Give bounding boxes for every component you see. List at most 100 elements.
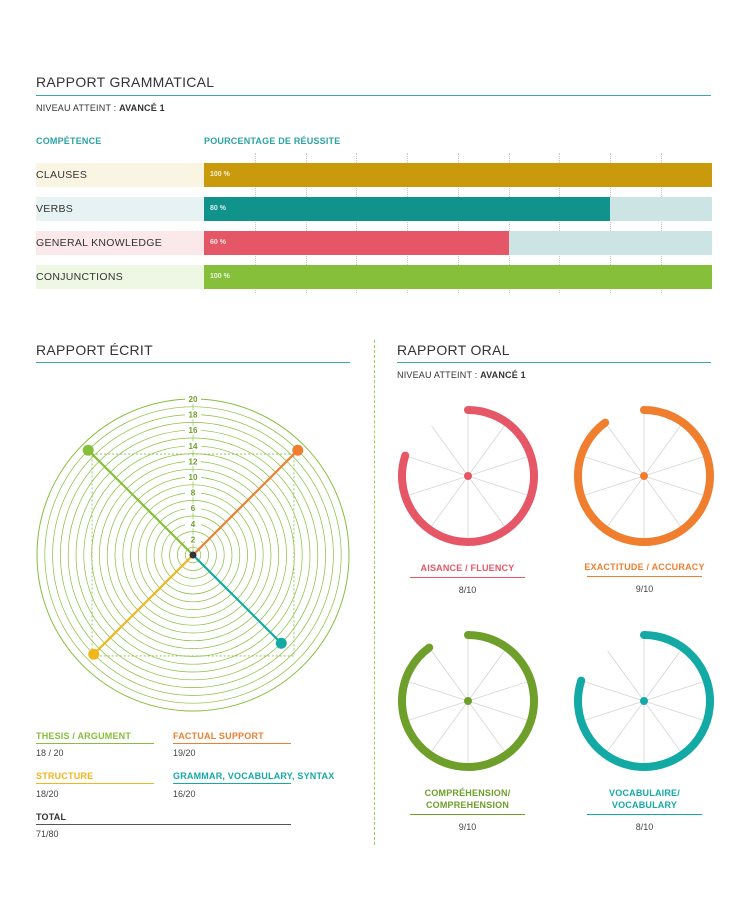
vocabulary-label-line2: VOCABULARY bbox=[611, 800, 678, 810]
ring-center-dot bbox=[640, 472, 648, 480]
radar-tick-bg bbox=[185, 441, 201, 451]
ring-spoke bbox=[431, 700, 469, 752]
column-separator bbox=[374, 340, 375, 845]
legend-grammar-score: 16/20 bbox=[173, 789, 196, 799]
comprehension-label-line1: COMPRÉHENSION/ bbox=[424, 788, 511, 798]
bar-track: 80 % bbox=[204, 197, 712, 221]
ring-spoke bbox=[408, 700, 469, 721]
grammar-level-value: AVANCÉ 1 bbox=[119, 103, 165, 113]
fluency-label: AISANCE / FLUENCY bbox=[400, 562, 535, 574]
radar-tick-label: 4 bbox=[191, 520, 196, 529]
grid-line bbox=[559, 153, 560, 293]
ring-spoke bbox=[467, 456, 528, 477]
bar-fill bbox=[204, 197, 611, 221]
ring-spoke bbox=[607, 700, 645, 752]
fluency-score: 8/10 bbox=[458, 585, 477, 595]
bar-percent-label: 100 % bbox=[210, 171, 230, 178]
radar-tick-label: 12 bbox=[189, 457, 198, 466]
legend-structure-line bbox=[36, 783, 154, 784]
legend-thesis-label: THESIS / ARGUMENT bbox=[36, 731, 132, 741]
accuracy-ring-chart bbox=[574, 406, 714, 546]
ring-spoke bbox=[643, 456, 704, 477]
ring-spoke bbox=[643, 700, 681, 752]
radar-spoke-dot bbox=[82, 444, 94, 456]
ring-score-arc bbox=[398, 631, 538, 771]
radar-spoke-dot bbox=[88, 648, 100, 660]
ring-spoke bbox=[584, 681, 645, 702]
fluency-label-line1: AISANCE / FLUENCY bbox=[420, 563, 515, 573]
written-report-title: RAPPORT ÉCRIT bbox=[36, 342, 153, 358]
accuracy-label: EXACTITUDE / ACCURACY bbox=[572, 561, 717, 573]
grid-line bbox=[458, 153, 459, 293]
ring-spoke bbox=[607, 475, 645, 527]
ring-spoke bbox=[643, 475, 681, 527]
ring-spoke bbox=[431, 425, 469, 477]
comprehension-label-line2: COMPREHENSION bbox=[425, 800, 510, 810]
column-header-percentage: POURCENTAGE DE RÉUSSITE bbox=[204, 136, 341, 146]
vocabulary-label: VOCABULAIRE/ VOCABULARY bbox=[572, 787, 717, 811]
radar-tick-bg bbox=[185, 534, 201, 544]
radar-spoke bbox=[92, 554, 194, 656]
legend-factual-line bbox=[173, 743, 291, 744]
radar-tick-label: 2 bbox=[191, 535, 196, 544]
row-label: GENERAL KNOWLEDGE bbox=[36, 231, 204, 255]
row-label: VERBS bbox=[36, 197, 204, 221]
radar-spokes bbox=[82, 444, 304, 660]
grid-line bbox=[356, 153, 357, 293]
row-label: CONJUNCTIONS bbox=[36, 265, 204, 289]
vocabulary-label-line1: VOCABULAIRE/ bbox=[609, 788, 680, 798]
radar-tick-bg bbox=[185, 456, 201, 466]
legend-grammar-label: GRAMMAR, VOCABULARY, SYNTAX bbox=[173, 771, 335, 781]
radar-tick-label: 18 bbox=[189, 411, 198, 420]
grid-line bbox=[509, 153, 510, 293]
bar-track: 100 % bbox=[204, 265, 712, 289]
radar-tick-bg bbox=[185, 394, 201, 404]
legend-structure-score: 18/20 bbox=[36, 789, 59, 799]
radar-tick-label: 10 bbox=[189, 473, 198, 482]
oral-title-rule bbox=[397, 362, 711, 363]
legend-total-line bbox=[36, 824, 291, 825]
bar-fill bbox=[204, 231, 509, 255]
written-radar-chart: 2 4 6 8 10 12 14 16 18 20 bbox=[36, 394, 350, 712]
fluency-underline bbox=[410, 577, 525, 578]
radar-tick-label: 8 bbox=[191, 489, 196, 498]
legend-thesis-line bbox=[36, 743, 154, 744]
ring-spoke bbox=[643, 475, 704, 496]
ring-spoke bbox=[584, 700, 645, 721]
ring-spoke bbox=[467, 475, 528, 496]
grid-line bbox=[661, 153, 662, 293]
ring-spoke bbox=[584, 456, 645, 477]
legend-thesis-score: 18 / 20 bbox=[36, 748, 64, 758]
legend-total-score: 71/80 bbox=[36, 829, 59, 839]
radar-tick-labels: 2 4 6 8 10 12 14 16 18 20 bbox=[185, 394, 201, 555]
radar-tick-bg bbox=[185, 519, 201, 529]
grid-line bbox=[610, 153, 611, 293]
legend-grammar-line bbox=[173, 783, 291, 784]
ring-spoke bbox=[408, 456, 469, 477]
legend-structure-label: STRUCTURE bbox=[36, 771, 94, 781]
grid-line bbox=[255, 153, 256, 293]
grammar-level-prefix: NIVEAU ATTEINT : bbox=[36, 103, 117, 113]
accuracy-score: 9/10 bbox=[635, 584, 654, 594]
ring-center-dot bbox=[640, 697, 648, 705]
ring-score-arc bbox=[574, 631, 714, 771]
column-header-competence: COMPÉTENCE bbox=[36, 136, 102, 146]
radar-tick-label: 20 bbox=[189, 395, 198, 404]
bar-percent-label: 100 % bbox=[210, 273, 230, 280]
ring-spoke bbox=[467, 475, 505, 527]
ring-spoke bbox=[607, 425, 645, 477]
row-label: CLAUSES bbox=[36, 163, 204, 187]
legend-total-label: TOTAL bbox=[36, 812, 67, 822]
legend-factual-label: FACTUAL SUPPORT bbox=[173, 731, 264, 741]
oral-level-prefix: NIVEAU ATTEINT : bbox=[397, 370, 478, 380]
ring-spoke bbox=[467, 700, 528, 721]
ring-spoke bbox=[643, 650, 681, 702]
grid-line bbox=[306, 153, 307, 293]
ring-spoke bbox=[431, 650, 469, 702]
grammar-level: NIVEAU ATTEINT : AVANCÉ 1 bbox=[36, 103, 165, 113]
radar-spoke-dot bbox=[292, 444, 304, 456]
ring-score-arc bbox=[398, 406, 538, 546]
ring-spoke bbox=[467, 681, 528, 702]
accuracy-underline bbox=[587, 576, 702, 577]
comprehension-label: COMPRÉHENSION/ COMPREHENSION bbox=[400, 787, 535, 811]
